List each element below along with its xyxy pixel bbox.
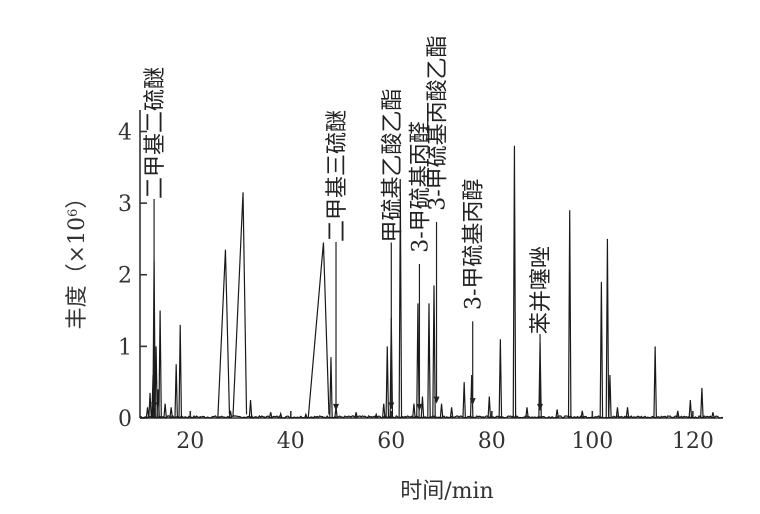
peak-annotation-label: 3-甲硫基丙酸乙酯 bbox=[426, 35, 451, 210]
arrowhead bbox=[433, 396, 440, 404]
chromatogram-peak bbox=[420, 396, 425, 419]
chromatogram-peak bbox=[608, 375, 612, 419]
chromatogram-peak bbox=[178, 324, 183, 419]
chromatogram-peak bbox=[432, 285, 436, 419]
y-axis-title-suffix: ） bbox=[65, 187, 90, 209]
chromatogram-peak bbox=[374, 412, 378, 419]
peak-annotation: 3-甲硫基丙酸乙酯 bbox=[426, 35, 451, 404]
chromatogram-peak bbox=[412, 403, 416, 419]
chromatogram-peak bbox=[268, 412, 273, 419]
peak-annotation: 3-甲硫基丙醛 bbox=[408, 121, 433, 411]
chromatogram-peak bbox=[439, 403, 444, 419]
chromatogram-peak bbox=[711, 412, 715, 419]
y-tick-label: 3 bbox=[118, 192, 132, 217]
chromatogram-peak bbox=[427, 303, 431, 419]
chromatogram-peak bbox=[354, 412, 358, 419]
axes: 0 1 2 3 4 20 40 60 80 100 120 bbox=[118, 110, 723, 454]
y-tick-label: 2 bbox=[118, 264, 132, 289]
chromatogram-peak bbox=[700, 387, 704, 419]
peak-annotation: 二甲基二硫醚 bbox=[143, 67, 168, 410]
x-tick-label: 60 bbox=[377, 429, 405, 454]
x-tick-label: 20 bbox=[176, 429, 204, 454]
chromatogram-peak bbox=[398, 192, 403, 419]
y-axis-title: 丰度（×106） bbox=[65, 187, 90, 330]
chromatogram-peak bbox=[248, 400, 253, 419]
chromatogram-peak bbox=[580, 410, 585, 419]
arrowhead bbox=[416, 403, 423, 411]
peak-annotation-label: 苯并噻唑 bbox=[529, 246, 554, 334]
chromatogram-peak bbox=[148, 392, 152, 419]
peak-annotation-label: 3-甲硫基丙醇 bbox=[462, 179, 487, 310]
arrowhead bbox=[333, 403, 340, 411]
peak-annotation-label: 3-甲硫基丙醛 bbox=[408, 121, 433, 252]
chromatogram-peak bbox=[567, 210, 572, 419]
chromatogram-peak bbox=[304, 412, 308, 419]
y-tick-label: 4 bbox=[118, 120, 132, 145]
chromatogram-peak bbox=[512, 145, 517, 419]
chromatogram-peak bbox=[154, 346, 158, 419]
chromatogram-peak bbox=[278, 411, 283, 419]
arrowhead bbox=[469, 398, 476, 406]
peak-annotation: 3-甲硫基丙醇 bbox=[462, 179, 487, 406]
x-axis-title: 时间/min bbox=[400, 479, 493, 504]
svg-text:丰度（×106）: 丰度（×106） bbox=[65, 187, 90, 330]
y-tick-label: 1 bbox=[118, 335, 132, 360]
x-tick-label: 120 bbox=[672, 429, 714, 454]
x-tick-label: 80 bbox=[478, 429, 506, 454]
peak-annotation-label: 二甲基三硫醚 bbox=[325, 110, 350, 242]
chromatogram-peak bbox=[615, 407, 620, 419]
y-axis-title-prefix: 丰度（×10 bbox=[65, 217, 90, 329]
chromatogram-peak bbox=[675, 410, 680, 419]
chromatogram-peak bbox=[525, 407, 529, 419]
broad-peak bbox=[217, 249, 231, 417]
chromatogram-peak bbox=[487, 396, 492, 419]
chromatogram-peak bbox=[158, 310, 162, 419]
chromatogram-peak bbox=[416, 303, 420, 419]
peak-annotation-label: 甲硫基乙酸乙酯 bbox=[380, 89, 405, 243]
chromatogram-peak bbox=[498, 339, 503, 419]
chromatogram-peak bbox=[163, 403, 167, 419]
broad-peak bbox=[307, 242, 330, 417]
chromatogram-peak bbox=[599, 281, 604, 419]
chromatogram-peak bbox=[605, 238, 610, 419]
chromatogram-peak bbox=[228, 410, 233, 419]
arrowhead bbox=[388, 402, 395, 410]
y-tick-label: 0 bbox=[118, 407, 132, 432]
chromatogram-trace bbox=[139, 145, 724, 419]
chromatogram-peak bbox=[555, 409, 559, 419]
broad-peak bbox=[232, 192, 248, 417]
x-tick-label: 40 bbox=[277, 429, 305, 454]
peak-annotation: 二甲基三硫醚 bbox=[325, 110, 350, 411]
chromatogram-peak bbox=[449, 407, 454, 419]
chromatogram-peak bbox=[145, 407, 150, 419]
arrowhead bbox=[151, 402, 158, 410]
peak-annotation: 甲硫基乙酸乙酯 bbox=[380, 89, 405, 410]
chromatogram-peak bbox=[385, 346, 390, 419]
chromatogram-peak bbox=[381, 403, 386, 419]
chromatogram-peak bbox=[688, 400, 693, 419]
chromatogram-peak bbox=[169, 407, 173, 419]
chromatogram-peak bbox=[462, 382, 466, 419]
y-axis-title-exponent: 6 bbox=[66, 209, 81, 217]
peak-annotation-label: 二甲基二硫醚 bbox=[143, 67, 168, 199]
chromatogram-peak bbox=[653, 346, 657, 419]
chromatogram-peak bbox=[329, 357, 333, 419]
chromatogram-peak bbox=[625, 407, 630, 419]
peak-annotation: 苯并噻唑 bbox=[529, 246, 554, 411]
chromatogram-peak bbox=[174, 364, 178, 419]
x-tick-label: 100 bbox=[571, 429, 613, 454]
arrowhead bbox=[537, 403, 544, 411]
